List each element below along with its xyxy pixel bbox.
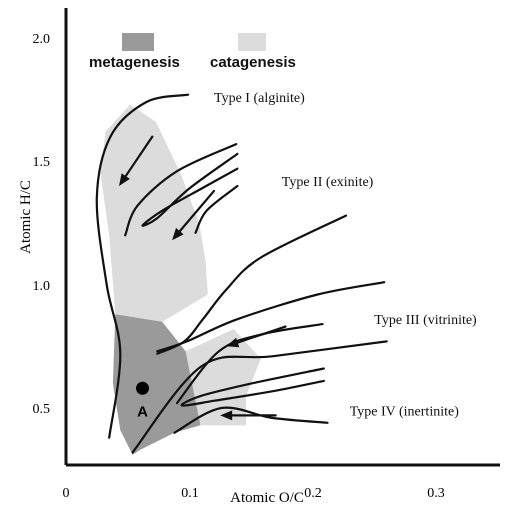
arrow-head <box>172 227 184 241</box>
sample-point-label: A <box>137 403 148 420</box>
evolution-arrow <box>119 135 154 186</box>
maturity-zones <box>100 104 261 455</box>
arrow-shaft <box>236 325 287 344</box>
evolution-curve <box>173 406 329 434</box>
x-tick-label: 0.3 <box>427 486 445 501</box>
type-annotation: Type I (alginite) <box>214 91 305 106</box>
catagenesis-zone <box>185 329 261 426</box>
type-annotation: Type IV (inertinite) <box>350 404 460 419</box>
y-tick-label: 1.5 <box>33 155 51 170</box>
arrow-shaft <box>178 189 216 233</box>
legend-label-metagenesis: metagenesis <box>89 54 180 71</box>
evolution-arrow <box>172 189 216 241</box>
type-annotation: Type III (vitrinite) <box>374 313 477 328</box>
evolution-curve <box>141 152 239 227</box>
metagenesis-zone <box>112 314 201 455</box>
evolution-curve <box>95 93 190 439</box>
evolution-arrows <box>119 135 287 421</box>
sample-point-group: A <box>136 381 149 420</box>
type-annotations: Type I (alginite) Type II (exinite) Type I… <box>214 91 477 419</box>
y-tick-label: 1.0 <box>33 279 51 294</box>
x-tick-label: 0.2 <box>304 486 322 501</box>
arrow-head <box>226 337 240 348</box>
evolution-curve <box>124 143 238 237</box>
type-annotation: Type II (exinite) <box>282 175 374 190</box>
kerogen-curves <box>95 93 388 454</box>
evolution-curve <box>156 281 386 353</box>
axes <box>64 8 500 467</box>
y-tick-label: 2.0 <box>33 32 51 47</box>
catagenesis-zone <box>100 104 208 322</box>
x-tick-label: 0.1 <box>181 486 199 501</box>
axis-ticks: 0 0.1 0.2 0.3 0.5 1.0 1.5 2.0 <box>33 32 445 501</box>
legend-swatch-catagenesis <box>238 33 266 51</box>
legend-swatch-metagenesis <box>122 33 154 51</box>
evolution-curve <box>131 340 388 454</box>
arrow-head <box>220 410 233 421</box>
arrow-head <box>119 173 130 186</box>
legend: metagenesis catagenesis <box>89 33 296 71</box>
evolution-arrow <box>226 325 287 348</box>
y-tick-label: 0.5 <box>33 402 51 417</box>
evolution-curve <box>194 184 239 234</box>
evolution-arrow <box>220 410 277 421</box>
evolution-curve <box>175 323 324 405</box>
evolution-curve <box>180 367 325 407</box>
legend-label-catagenesis: catagenesis <box>210 54 296 71</box>
x-tick-label: 0 <box>63 486 70 501</box>
x-axis-title: Atomic O/C <box>230 490 304 506</box>
sample-point <box>136 381 149 395</box>
arrow-shaft <box>124 135 154 178</box>
y-axis-title: Atomic H/C <box>18 180 34 254</box>
